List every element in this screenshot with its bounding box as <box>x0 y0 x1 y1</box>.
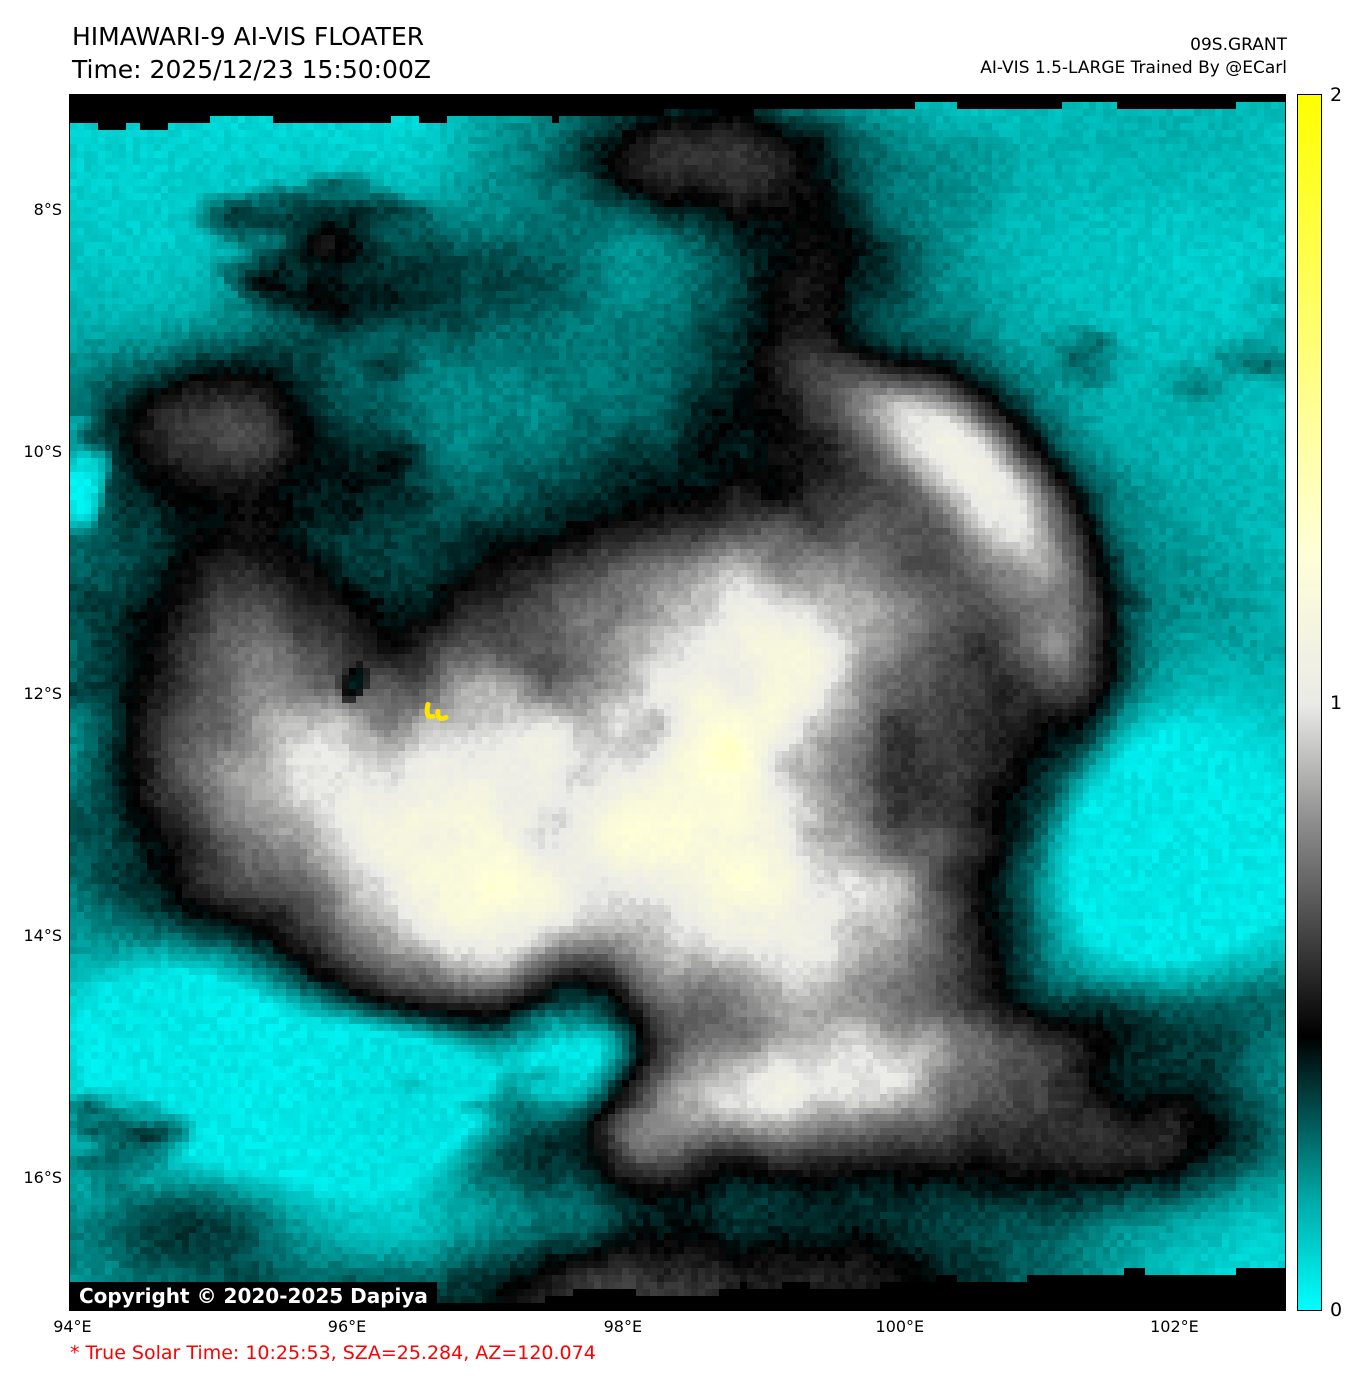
lon-tick-label: 96°E <box>327 1317 367 1336</box>
lon-tick-label: 102°E <box>1150 1317 1199 1336</box>
solar-time-note: * True Solar Time: 10:25:53, SZA=25.284,… <box>70 1342 596 1364</box>
storm-info-block: 09S.GRANT AI-VIS 1.5-LARGE Trained By @E… <box>980 34 1287 80</box>
satellite-map: Copyright © 2020-2025 Dapiya <box>69 94 1286 1311</box>
colorbar-tick-label: 0 <box>1330 1299 1343 1321</box>
satellite-image-canvas <box>70 95 1285 1310</box>
lat-tick-label: 8°S <box>33 200 62 220</box>
lon-tick-label: 98°E <box>603 1317 643 1336</box>
model-credit: AI-VIS 1.5-LARGE Trained By @ECarl <box>980 58 1287 78</box>
lat-tick-label: 12°S <box>23 683 62 703</box>
title-block: HIMAWARI-9 AI-VIS FLOATER Time: 2025/12/… <box>72 20 431 86</box>
colorbar-tick-label: 2 <box>1330 84 1343 106</box>
lat-tick-label: 10°S <box>23 442 62 462</box>
storm-id: 09S.GRANT <box>1190 35 1287 55</box>
product-time: Time: 2025/12/23 15:50:00Z <box>72 55 431 84</box>
colorbar-tick-label: 1 <box>1330 691 1343 714</box>
lat-tick-label: 16°S <box>23 1167 62 1187</box>
colorbar <box>1297 94 1322 1311</box>
product-title: HIMAWARI-9 AI-VIS FLOATER <box>72 22 425 51</box>
lat-tick-label: 14°S <box>23 925 62 945</box>
copyright-badge: Copyright © 2020-2025 Dapiya <box>70 1282 437 1310</box>
lon-tick-label: 94°E <box>53 1317 92 1336</box>
lon-tick-label: 100°E <box>875 1317 925 1336</box>
